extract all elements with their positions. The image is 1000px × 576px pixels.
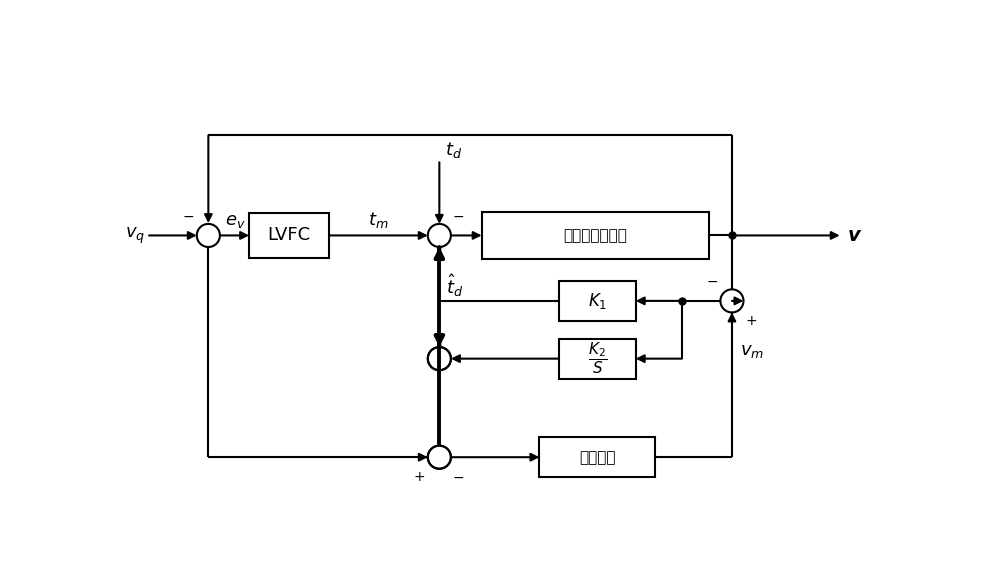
Text: $\boldsymbol{v}$: $\boldsymbol{v}$ [847,226,863,245]
Text: $\boldsymbol{\hat{t}_d}$: $\boldsymbol{\hat{t}_d}$ [446,272,463,299]
Text: 参考模型: 参考模型 [579,450,615,465]
Text: $-$: $-$ [182,209,194,222]
Text: $-$: $-$ [452,470,465,484]
FancyBboxPatch shape [539,437,655,478]
Text: $-$: $-$ [452,209,465,222]
FancyBboxPatch shape [482,213,709,259]
Text: $\boldsymbol{v_q}$: $\boldsymbol{v_q}$ [125,225,145,245]
FancyBboxPatch shape [559,281,636,321]
Text: $\boldsymbol{t_d}$: $\boldsymbol{t_d}$ [445,140,462,160]
Text: $+$: $+$ [745,314,757,328]
Text: $-$: $-$ [706,274,718,288]
FancyBboxPatch shape [249,213,329,258]
Text: 龙门式运动平台: 龙门式运动平台 [563,228,627,243]
Text: LVFC: LVFC [268,226,311,244]
Text: $\dfrac{K_2}{S}$: $\dfrac{K_2}{S}$ [588,341,607,376]
FancyBboxPatch shape [559,339,636,378]
Text: $K_1$: $K_1$ [588,291,607,311]
Text: $+$: $+$ [413,470,425,484]
Text: $\boldsymbol{e_v}$: $\boldsymbol{e_v}$ [225,212,245,230]
Text: $\boldsymbol{v_m}$: $\boldsymbol{v_m}$ [740,342,764,360]
Text: $\boldsymbol{t_m}$: $\boldsymbol{t_m}$ [368,210,389,230]
